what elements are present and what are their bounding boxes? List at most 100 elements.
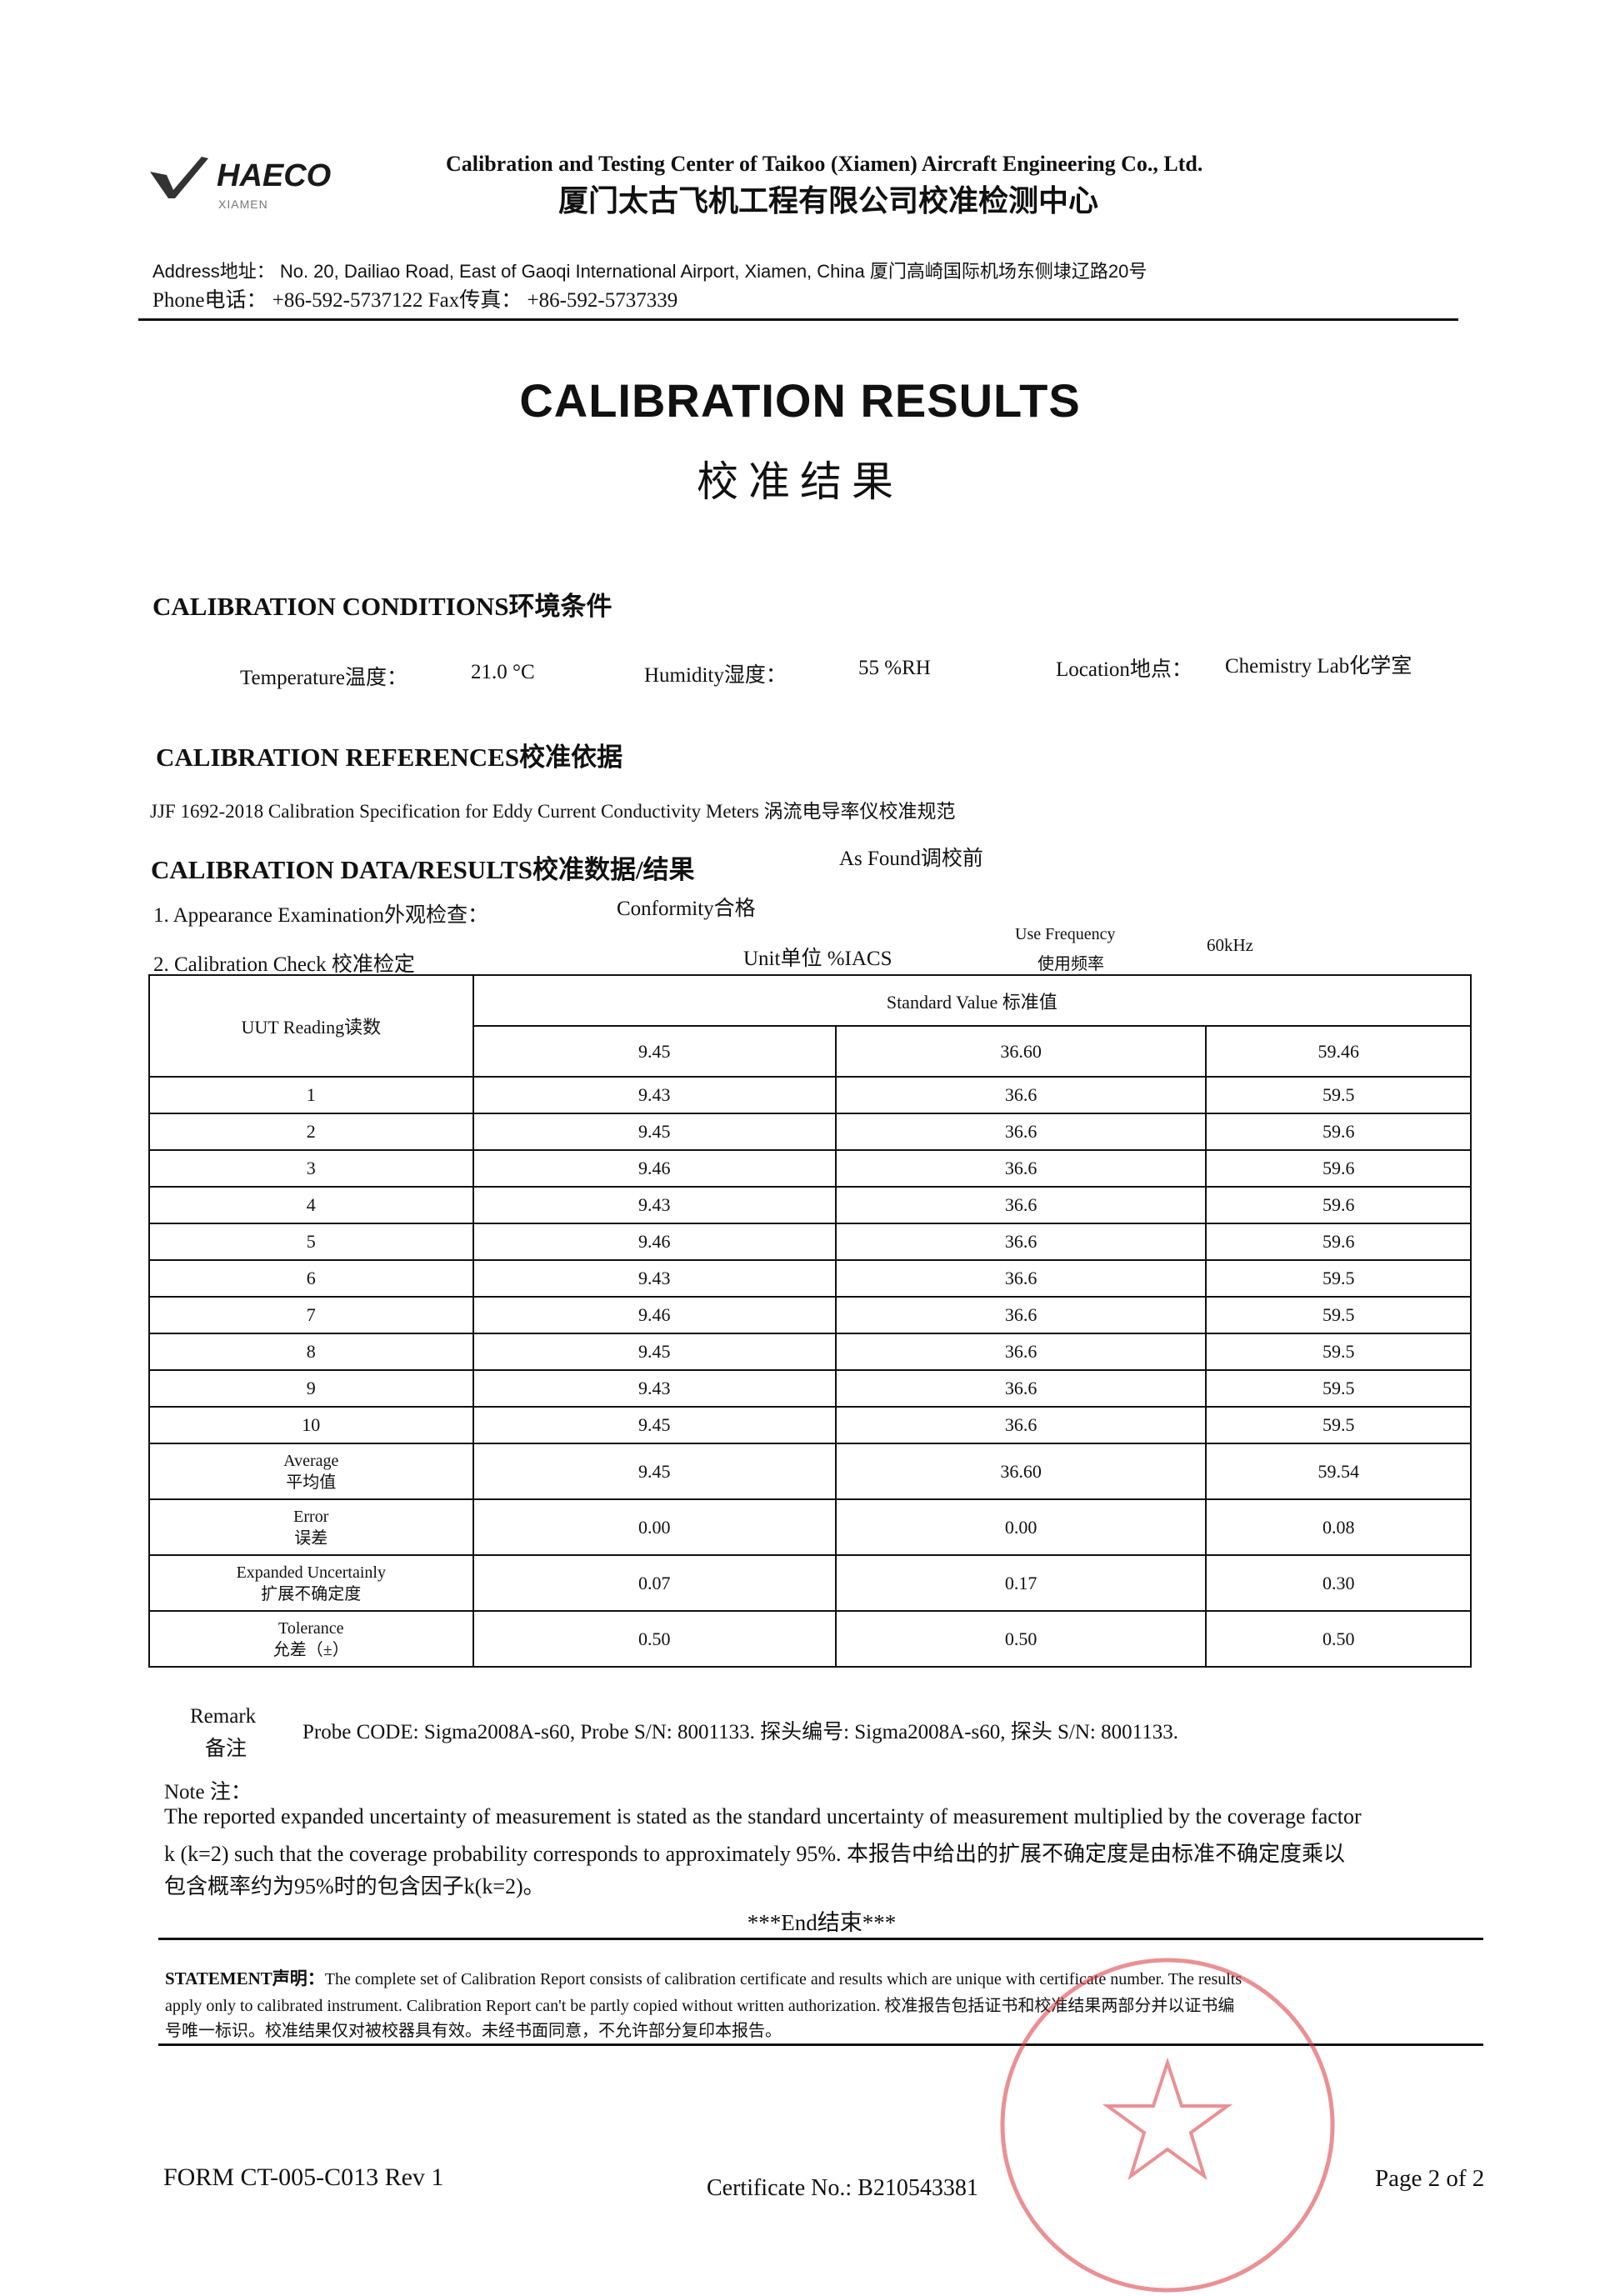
summary-row: Tolerance 允差（±） 0.50 0.50 0.50 [148,1610,1472,1668]
summary-label: Error 误差 [148,1498,474,1556]
reading-value: 59.5 [1205,1296,1472,1334]
summary-value: 36.60 [834,1443,1208,1500]
reading-value: 59.5 [1205,1369,1472,1408]
frequency-value: 60kHz [1207,935,1253,955]
organization-name-cn: 厦门太古飞机工程有限公司校准检测中心 [558,184,1099,218]
page-number: Page 2 of 2 [1375,2165,1485,2192]
logo-subtext: XIAMEN [218,198,268,211]
note-line: The reported expanded uncertainty of mea… [164,1804,1362,1828]
reading-index: 3 [148,1149,474,1188]
summary-label-cn: 平均值 [286,1473,337,1492]
reading-value: 9.43 [472,1369,837,1408]
reading-index: 10 [148,1406,474,1444]
table-row: 4 9.43 36.6 59.6 [148,1186,1472,1224]
table-row: 8 9.45 36.6 59.5 [148,1333,1472,1371]
reading-index: 2 [148,1113,474,1151]
frequency-label-en: Use Frequency [1015,925,1116,943]
summary-value: 0.00 [834,1498,1208,1556]
reading-value: 36.6 [834,1113,1208,1151]
reading-value: 36.6 [834,1223,1208,1261]
organization-name-en: Calibration and Testing Center of Taikoo… [446,152,1203,176]
note-line: 包含概率约为95%时的包含因子k(k=2)。 [164,1874,545,1898]
table-row: 3 9.46 36.6 59.6 [148,1149,1472,1188]
reading-value: 59.6 [1205,1149,1472,1188]
reading-value: 9.46 [472,1296,837,1334]
location-label: Location地点： [1056,658,1192,681]
table-row: 2 9.45 36.6 59.6 [148,1113,1472,1151]
reading-index: 1 [148,1076,474,1114]
phone-fax: Phone电话： +86-592-5737122 Fax传真： +86-592-… [152,289,678,312]
summary-row: Error 误差 0.00 0.00 0.08 [148,1498,1472,1556]
reading-value: 9.46 [472,1223,837,1261]
humidity-value: 55 %RH [858,657,931,679]
form-number: FORM CT-005-C013 Rev 1 [163,2163,444,2191]
uut-header: UUT Reading读数 [148,974,474,1078]
reading-value: 36.6 [834,1186,1208,1224]
reading-value: 59.5 [1205,1406,1472,1444]
summary-label-en: Average [283,1451,339,1470]
reading-value: 36.6 [834,1076,1208,1114]
reading-index: 8 [148,1333,474,1371]
reading-value: 36.6 [834,1296,1208,1334]
summary-row: Average 平均值 9.45 36.60 59.54 [148,1443,1472,1500]
summary-value: 0.07 [472,1554,837,1612]
summary-value: 0.50 [834,1610,1208,1668]
page-title: CALIBRATION RESULTS [519,374,1081,427]
reading-index: 6 [148,1259,474,1298]
standard-value: 36.60 [834,1025,1208,1078]
conditions-heading: CALIBRATION CONDITIONS环境条件 [152,592,612,621]
summary-value: 0.17 [834,1554,1208,1612]
reading-value: 36.6 [834,1369,1208,1408]
reading-value: 9.43 [472,1259,837,1298]
divider [158,2043,1483,2046]
temperature-value: 21.0 °C [471,661,535,683]
summary-label: Tolerance 允差（±） [148,1610,474,1668]
table-row: 1 9.43 36.6 59.5 [148,1076,1472,1114]
divider [158,1938,1483,1940]
summary-value: 0.30 [1205,1554,1472,1612]
summary-value: 0.50 [1205,1610,1472,1668]
appearance-value: Conformity合格 [617,898,756,920]
summary-value: 9.45 [472,1443,837,1500]
statement-line: The complete set of Calibration Report c… [324,1970,1242,1988]
appearance-label: 1. Appearance Examination外观检查： [153,904,488,927]
summary-label-en: Error [293,1507,329,1526]
official-seal-stamp [1000,1958,1335,2293]
summary-label-cn: 允差（±） [272,1640,349,1659]
reading-value: 59.6 [1205,1223,1472,1261]
summary-label: Expanded Uncertainly 扩展不确定度 [148,1554,474,1612]
reading-value: 36.6 [834,1149,1208,1188]
statement-line: 号唯一标识。校准结果仅对被校器具有效。未经书面同意，不允许部分复印本报告。 [165,2022,782,2040]
references-heading: CALIBRATION REFERENCES校准依据 [156,743,623,772]
reading-index: 4 [148,1186,474,1224]
summary-value: 0.00 [472,1498,837,1556]
references-text: JJF 1692-2018 Calibration Specification … [150,801,956,822]
temperature-label: Temperature温度： [240,667,408,689]
calibration-check-label: 2. Calibration Check 校准检定 [153,953,415,976]
reading-value: 59.6 [1205,1186,1472,1224]
calibration-table: UUT Reading读数 Standard Value 标准值 9.45 36… [148,974,1472,1668]
reading-value: 59.5 [1205,1076,1472,1114]
reading-value: 36.6 [834,1259,1208,1298]
summary-label-en: Expanded Uncertainly [236,1563,386,1582]
table-row: 10 9.45 36.6 59.5 [148,1406,1472,1444]
reading-value: 36.6 [834,1406,1208,1444]
remark-label-cn: 备注 [205,1738,248,1760]
location-value: Chemistry Lab化学室 [1225,655,1412,678]
note-label: Note 注： [164,1781,252,1803]
summary-label-cn: 误差 [294,1528,328,1548]
remark-label: Remark [190,1705,257,1728]
statement-label: STATEMENT声明： [165,1968,325,1988]
summary-label-en: Tolerance [278,1618,344,1638]
reading-value: 9.45 [472,1406,837,1444]
table-row: 9 9.43 36.6 59.5 [148,1369,1472,1408]
reading-value: 9.46 [472,1149,837,1188]
summary-value: 0.50 [472,1610,837,1668]
reading-index: 5 [148,1223,474,1261]
summary-row: Expanded Uncertainly 扩展不确定度 0.07 0.17 0.30 [148,1554,1472,1612]
standard-value: 59.46 [1205,1025,1472,1078]
address: Address地址： No. 20, Dailiao Road, East of… [152,261,1148,282]
reading-value: 36.6 [834,1333,1208,1371]
summary-label: Average 平均值 [148,1443,474,1500]
divider [138,318,1458,321]
